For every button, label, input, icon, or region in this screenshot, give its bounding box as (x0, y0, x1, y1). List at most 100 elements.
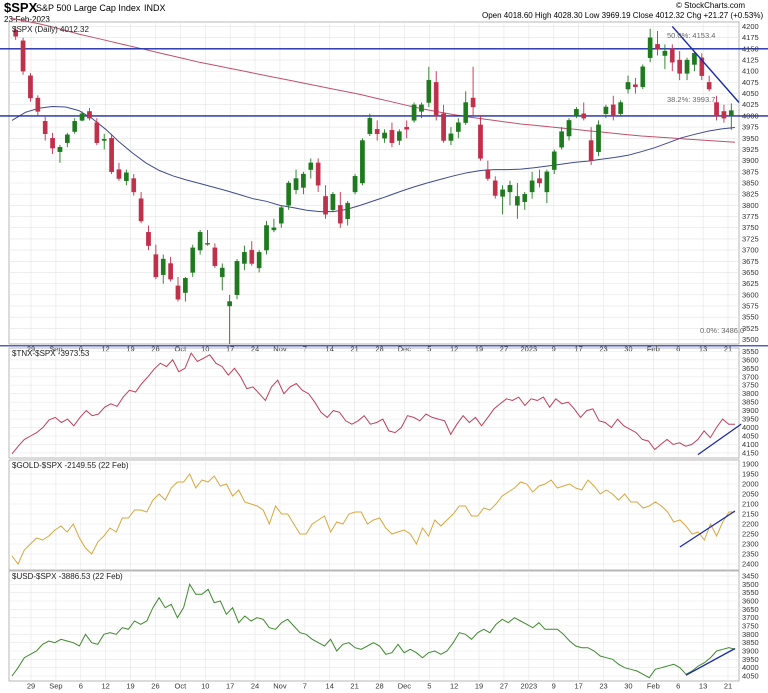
price-y-tick: 3575 (742, 301, 759, 310)
tnx-series (11, 352, 742, 456)
candle-body (426, 79, 432, 103)
tnx-y-tick: 3600 (742, 355, 759, 364)
candle-body (463, 102, 469, 123)
price-y-tick: 3825 (742, 190, 759, 199)
candle-body (227, 301, 232, 307)
candle-body (146, 231, 151, 246)
candle-body (500, 189, 505, 197)
x-tick-label: 6 (676, 682, 680, 691)
candle (109, 133, 114, 175)
candle-body (138, 198, 144, 222)
x-tick-label: 19 (475, 682, 483, 691)
price-y-tick: 3600 (742, 290, 759, 299)
gold-y-tick: 2150 (742, 510, 759, 519)
candle-body (441, 113, 446, 141)
usd-panel-title: $USD-$SPX -3886.53 (22 Feb) (12, 572, 123, 581)
price-y-tick: 3675 (742, 257, 759, 266)
candle (728, 103, 734, 130)
candle (441, 104, 446, 143)
candlesticks (13, 26, 734, 344)
price-y-tick: 3700 (742, 246, 759, 255)
candle (419, 102, 424, 119)
candle (529, 171, 535, 199)
candle-body (13, 29, 19, 37)
tnx-y-tick: 3950 (742, 415, 759, 424)
price-y-tick: 3850 (742, 179, 759, 188)
candle (625, 75, 631, 94)
gold-gridlines (9, 460, 739, 570)
usd-y-tick: 3950 (742, 655, 759, 664)
price-y-tick: 4200 (742, 22, 759, 31)
candle (596, 120, 601, 157)
candle (264, 221, 269, 255)
price-y-tick: 3725 (742, 234, 759, 243)
candle (116, 162, 122, 181)
candle-body (692, 53, 697, 65)
candle (249, 241, 255, 266)
candle-body (264, 225, 269, 251)
tnx-gridlines (9, 348, 739, 458)
usd-y-tick: 3850 (742, 638, 759, 647)
candle (271, 218, 277, 233)
candle-body (101, 138, 107, 141)
candle (131, 174, 137, 196)
moving-average-line (11, 17, 736, 143)
price-y-tick: 3525 (742, 324, 759, 333)
candle (714, 95, 719, 121)
candle (190, 244, 196, 277)
x-tick-label: 17 (226, 682, 234, 691)
candle (618, 100, 623, 116)
tnx-series-line (11, 352, 735, 455)
price-trendline (671, 26, 740, 103)
candle-body (20, 40, 26, 72)
candle (677, 51, 683, 81)
x-tick-label: 19 (126, 682, 134, 691)
downtrend-line (671, 26, 740, 103)
candle-body (603, 106, 609, 114)
candle-body (610, 104, 616, 117)
candle (699, 53, 705, 81)
candle-body (714, 102, 719, 117)
candle-body (234, 261, 240, 296)
x-tick-label: Dec (398, 682, 412, 691)
candle (588, 127, 594, 166)
candle-body (293, 178, 299, 190)
x-tick-label: Nov (273, 682, 287, 691)
price-y-tick: 3625 (742, 279, 759, 288)
price-y-axis: 3500 3525 3550 3575 3600 3625 3650 3675 3700 3725… (742, 22, 759, 344)
candle-body (352, 176, 358, 193)
price-y-tick: 3775 (742, 212, 759, 221)
usd-y-tick: 4050 (742, 672, 759, 681)
candle-body (360, 140, 365, 184)
candle-body (507, 185, 513, 193)
usd-panel: 3450350035503600365037003750380038503900… (8, 570, 759, 682)
candle-body (706, 82, 712, 90)
candle (396, 129, 402, 145)
candle (360, 138, 365, 186)
x-tick-label: Oct (175, 682, 188, 691)
candle (301, 171, 306, 195)
price-y-tick: 4125 (742, 56, 759, 65)
candle-body (345, 202, 351, 219)
fib-label-382: 38.2%: 3993.7 (667, 95, 715, 104)
candle-body (197, 231, 203, 251)
x-tick-label: 29 (27, 682, 35, 691)
price-y-tick: 3800 (742, 201, 759, 210)
candle (330, 191, 336, 213)
tnx-y-tick: 3700 (742, 372, 759, 381)
candle-body (566, 120, 572, 137)
candle (219, 263, 225, 291)
candle-body (72, 121, 78, 132)
candle-body (559, 131, 564, 148)
x-tick-label: 2023 (521, 682, 538, 691)
candle (566, 118, 572, 141)
candle-body (529, 180, 535, 193)
x-tick-label: 27 (500, 682, 508, 691)
candle-body (419, 104, 424, 112)
stockcharts-watermark: © StockCharts.com (676, 1, 745, 10)
candle-body (677, 59, 683, 74)
candle (367, 113, 373, 137)
gold-series-line (11, 473, 735, 565)
candle-body (470, 97, 476, 108)
candle (655, 30, 660, 56)
